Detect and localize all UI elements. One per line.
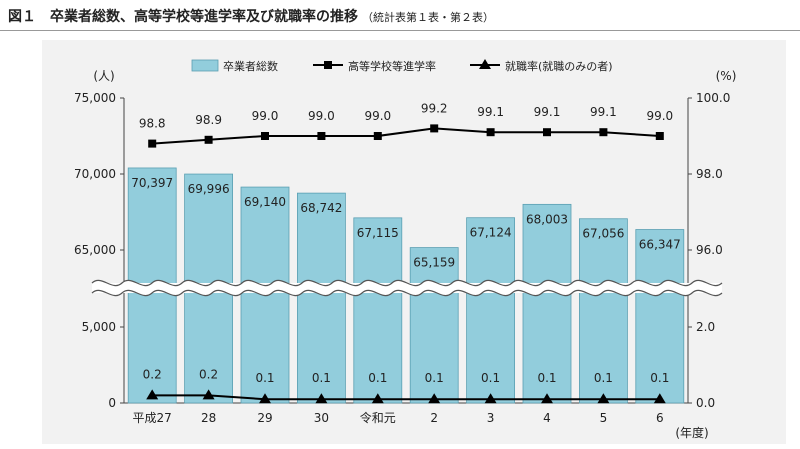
bar-data-label: 67,056 <box>582 227 624 241</box>
rate-data-label: 98.9 <box>195 113 222 127</box>
rate-point-30 <box>317 132 326 140</box>
employment-data-label: 0.1 <box>537 371 556 385</box>
employment-point-29 <box>259 393 271 404</box>
rate-data-label: 99.1 <box>590 105 617 119</box>
employment-data-label: 0.1 <box>594 371 613 385</box>
employment-point-3 <box>484 393 497 404</box>
line-series-employment-rate <box>152 394 660 401</box>
x-tick-label: 30 <box>314 411 329 425</box>
y-right-tick-label: 2.0 <box>696 320 715 334</box>
employment-data-label: 0.1 <box>650 371 669 385</box>
bar-data-label: 67,124 <box>470 226 512 240</box>
legend-label-bar: 卒業者総数 <box>223 59 278 73</box>
rate-data-label: 98.8 <box>139 117 166 131</box>
rate-point-令和元 <box>373 132 382 140</box>
employment-data-label: 0.1 <box>425 371 444 385</box>
title-underline <box>0 30 800 31</box>
employment-data-label: 0.1 <box>368 371 387 385</box>
employment-point-2 <box>428 393 441 404</box>
bar-4 <box>522 203 572 404</box>
bar-data-label: 68,003 <box>526 212 568 226</box>
x-tick-label: 2 <box>430 411 438 425</box>
bar-30 <box>296 192 346 404</box>
line-series-advancement-rate <box>152 127 660 145</box>
legend-swatch-bar <box>191 59 219 72</box>
bar-令和元 <box>353 217 403 404</box>
rate-data-label: 99.0 <box>308 109 335 123</box>
y-right-tick-label: 98.0 <box>696 167 723 181</box>
bar-data-label: 70,397 <box>131 176 173 190</box>
rate-point-5 <box>599 128 608 137</box>
employment-data-label: 0.2 <box>199 367 218 381</box>
y-left-tick-label: 75,000 <box>74 91 116 105</box>
legend-label-employment: 就職率(就職のみの者) <box>505 59 613 73</box>
y-left-tick-label: 5,000 <box>82 320 116 334</box>
rate-point-4 <box>543 128 551 137</box>
employment-point-4 <box>541 393 553 404</box>
rate-point-2 <box>430 124 439 133</box>
rate-data-label: 99.2 <box>421 101 448 115</box>
bar-data-label: 69,996 <box>188 182 230 196</box>
y-left-tick-label: 0 <box>108 396 116 410</box>
y-right-tick-label: 96.0 <box>696 243 723 257</box>
bar-2 <box>409 247 459 404</box>
chart-source-note: （統計表第１表・第２表） <box>362 11 494 24</box>
y-right-tick-label: 0.0 <box>696 396 715 410</box>
x-tick-label: 28 <box>201 411 216 425</box>
legend-swatch-rate-marker <box>324 61 332 69</box>
rate-data-label: 99.1 <box>477 105 504 119</box>
y-left-tick-label: 70,000 <box>74 167 116 181</box>
employment-data-label: 0.1 <box>481 371 500 385</box>
y-right-tick-label: 100.0 <box>696 91 730 105</box>
x-tick-label: 平成27 <box>133 411 172 425</box>
employment-point-5 <box>597 393 610 404</box>
rate-point-平成27 <box>148 139 157 148</box>
bar-3 <box>466 217 516 404</box>
legend-swatch-employment-marker <box>479 59 491 69</box>
legend-label-rate: 高等学校等進学率 <box>348 59 436 73</box>
employment-point-平成27 <box>146 389 159 400</box>
bar-data-label: 66,347 <box>639 238 681 252</box>
y-left-unit-label: (人) <box>93 69 114 83</box>
bar-data-label: 69,140 <box>244 195 286 209</box>
figure-number: 図１ <box>8 9 36 25</box>
rate-point-29 <box>261 132 269 140</box>
chart-title: 卒業者総数、高等学校等進学率及び就職率の推移 <box>50 9 358 25</box>
employment-data-label: 0.1 <box>255 371 274 385</box>
employment-point-令和元 <box>371 393 384 404</box>
rate-point-6 <box>655 132 664 140</box>
x-tick-label: 4 <box>543 411 551 425</box>
bar-data-label: 65,159 <box>413 256 455 270</box>
chart-title-row: 図１ 卒業者総数、高等学校等進学率及び就職率の推移 （統計表第１表・第２表） <box>8 6 494 26</box>
employment-point-6 <box>653 393 666 404</box>
x-tick-label: 29 <box>257 411 272 425</box>
rate-point-28 <box>204 135 213 144</box>
axis-break-line-top <box>91 279 723 287</box>
bar-data-label: 67,115 <box>357 226 399 240</box>
rate-point-3 <box>486 128 495 137</box>
employment-data-label: 0.2 <box>143 367 162 381</box>
bar-6 <box>635 229 685 404</box>
x-unit-label: (年度) <box>675 425 708 440</box>
x-tick-label: 3 <box>487 411 495 425</box>
rate-data-label: 99.0 <box>646 109 673 123</box>
rate-data-label: 99.0 <box>364 109 391 123</box>
employment-data-label: 0.1 <box>312 371 331 385</box>
y-left-tick-label: 65,000 <box>74 243 116 257</box>
axis-break-band <box>92 283 722 293</box>
rate-data-label: 99.1 <box>534 105 561 119</box>
x-tick-label: 令和元 <box>360 410 396 425</box>
axis-break-line-bottom <box>91 289 723 297</box>
rate-data-label: 99.0 <box>252 109 279 123</box>
bar-data-label: 68,742 <box>300 201 342 215</box>
employment-point-30 <box>315 393 328 404</box>
x-tick-label: 5 <box>600 411 608 425</box>
x-tick-label: 6 <box>656 411 664 425</box>
y-right-unit-label: (%) <box>716 69 737 83</box>
employment-point-28 <box>202 389 215 400</box>
